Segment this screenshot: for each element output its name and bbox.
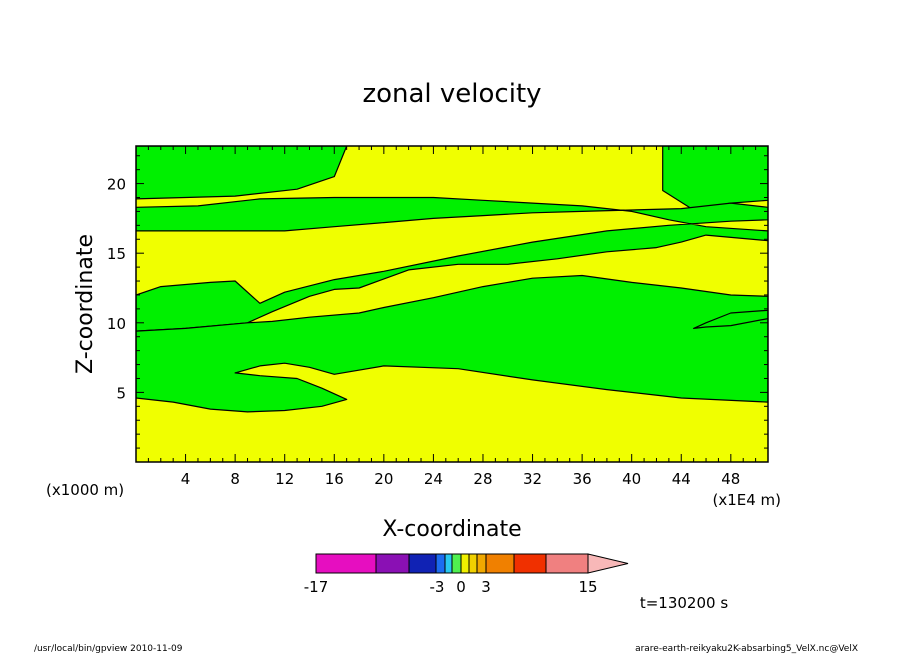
- colorbar-segment: [315, 553, 377, 574]
- colorbar-label-zero: 0: [456, 578, 466, 596]
- colorbar-segment: [476, 553, 487, 574]
- x-tick-label: 36: [573, 470, 592, 488]
- y-ticks: 5 10 15 20: [107, 176, 126, 403]
- y-tick-label: 20: [107, 176, 126, 194]
- y-tick-label: 10: [107, 315, 126, 333]
- contour-region-green: [662, 146, 768, 211]
- footer-right: arare-earth-reikyaku2K-absarbing5_VelX.n…: [635, 644, 858, 654]
- colorbar-segment: [451, 553, 462, 574]
- contour-region-green: [136, 146, 348, 200]
- x-tick-label: 44: [672, 470, 691, 488]
- x-tick-label: 12: [275, 470, 294, 488]
- x-tick-label: 8: [230, 470, 240, 488]
- time-label: t=130200 s: [640, 594, 728, 612]
- colorbar-labels: -17 -3 0 3 15: [304, 578, 598, 596]
- contour-region-green: [136, 196, 768, 332]
- plot-area: [135, 145, 769, 463]
- colorbar-label-neg3: -3: [430, 578, 445, 596]
- footer-left: /usr/local/bin/gpview 2010-11-09: [34, 644, 183, 654]
- colorbar-segment: [485, 553, 515, 574]
- y-tick-label: 15: [107, 245, 126, 263]
- colorbar-segment: [460, 553, 470, 574]
- x-units-note: (x1E4 m): [712, 491, 781, 509]
- colorbar-segment: [435, 553, 446, 574]
- colorbar-segment: [408, 553, 437, 574]
- colorbar-segment: [545, 553, 589, 574]
- colorbar-overflow-arrow: [587, 553, 629, 574]
- y-tick-label: 5: [116, 384, 126, 402]
- chart-title: zonal velocity: [362, 79, 541, 109]
- x-ticks: 4 8 12 16 20 24 28 32 36 40 44 48: [181, 470, 741, 488]
- x-tick-label: 48: [721, 470, 740, 488]
- x-tick-label: 40: [622, 470, 641, 488]
- colorbar-label-max: 15: [578, 578, 597, 596]
- x-tick-label: 4: [181, 470, 191, 488]
- contour-regions: [136, 146, 768, 462]
- x-tick-label: 24: [424, 470, 443, 488]
- colorbar: [315, 553, 629, 574]
- colorbar-label-min: -17: [304, 578, 329, 596]
- minor-ticks: [136, 146, 768, 462]
- colorbar-segment: [513, 553, 547, 574]
- plot-frame: [135, 145, 769, 463]
- x-tick-label: 20: [374, 470, 393, 488]
- colorbar-segment: [375, 553, 410, 574]
- colorbar-segment: [444, 553, 453, 574]
- colorbar-label-pos3: 3: [481, 578, 491, 596]
- contour-region-green: [136, 274, 768, 413]
- z-units-note: (x1000 m): [46, 481, 124, 499]
- x-tick-label: 32: [523, 470, 542, 488]
- x-axis-label: X-coordinate: [382, 517, 521, 542]
- x-tick-label: 16: [325, 470, 344, 488]
- x-tick-label: 28: [473, 470, 492, 488]
- colorbar-segment: [468, 553, 478, 574]
- y-axis-label: Z-coordinate: [73, 234, 98, 374]
